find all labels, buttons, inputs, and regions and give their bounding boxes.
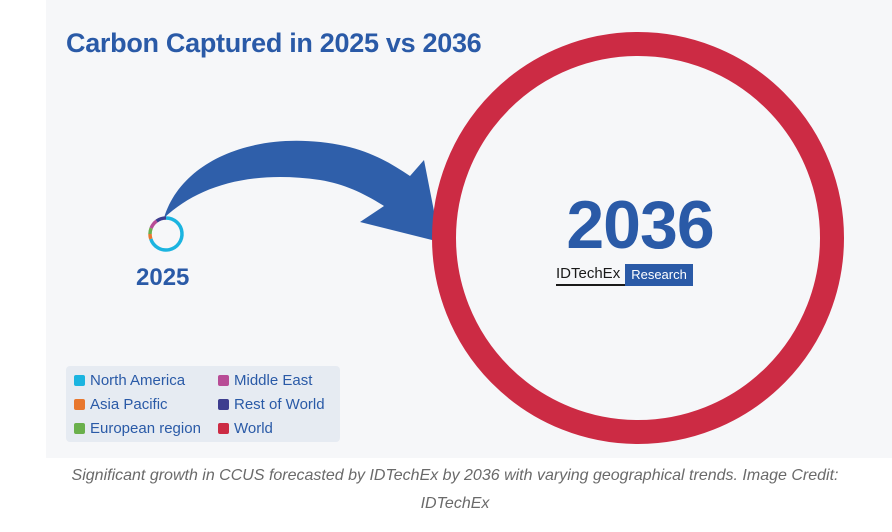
legend-swatch [74,375,85,386]
donut-2025 [148,216,184,252]
legend-item-middle-east: Middle East [218,372,312,389]
image-caption: Significant growth in CCUS forecasted by… [71,467,839,512]
legend: North America Middle East Asia Pacific R… [66,366,340,442]
donut-slice-world [432,32,844,444]
chart-title: Carbon Captured in 2025 vs 2036 [66,28,482,58]
idtechex-logo: IDTechEx Research [556,264,693,286]
donut-slice-north-america [149,216,184,252]
legend-swatch [218,399,229,410]
legend-label: Asia Pacific [90,396,168,413]
legend-label: European region [90,420,201,437]
year-label-2036: 2036 [566,187,714,263]
growth-arrow [164,140,440,242]
legend-swatch [218,423,229,434]
donut-slice-rest-of-world [155,216,167,223]
legend-label: World [234,420,273,437]
logo-tag: Research [625,264,693,286]
legend-label: Middle East [234,372,313,389]
legend-label: North America [90,372,186,389]
donut-slice-european-region [148,227,153,235]
legend-label: Rest of World [234,396,325,413]
legend-item-world: World [218,420,273,437]
legend-swatch [74,399,85,410]
logo-name: IDTechEx [556,264,626,286]
legend-item-asia-pacific: Asia Pacific [74,396,168,413]
legend-item-rest-of-world: Rest of World [218,396,325,413]
year-label-2025: 2025 [136,264,190,291]
donut-slice-asia-pacific [148,233,153,240]
donut-2036 [432,32,844,444]
legend-item-north-america: North America [74,372,185,389]
legend-swatch [74,423,85,434]
legend-item-european-region: European region [74,420,201,437]
legend-swatch [218,375,229,386]
donut-slice-middle-east [149,219,158,229]
